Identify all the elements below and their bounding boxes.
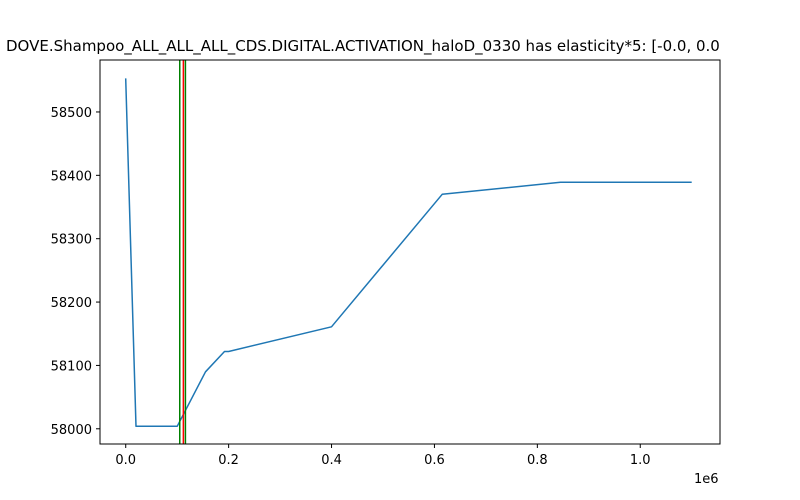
- plot-layer: [124, 60, 692, 444]
- x-tick-label: 0.0: [115, 453, 136, 468]
- x-tick-label: 0.8: [527, 453, 548, 468]
- chart-title: DOVE.Shampoo_ALL_ALL_ALL_CDS.DIGITAL.ACT…: [6, 37, 720, 55]
- y-tick-label: 58000: [51, 423, 92, 438]
- x-axis: 0.0 0.2 0.4 0.6 0.8 1.0: [115, 444, 651, 468]
- x-tick-label: 1.0: [630, 453, 651, 468]
- axes-frame: [99, 59, 721, 445]
- x-tick-label: 0.4: [321, 453, 342, 468]
- y-tick-label: 58500: [51, 106, 92, 121]
- y-axis: 58000 58100 58200 58300 58400 58500: [51, 106, 100, 438]
- x-tick-label: 0.6: [424, 453, 445, 468]
- y-tick-label: 58300: [51, 233, 92, 248]
- series-line-0: [124, 78, 692, 428]
- y-tick-label: 58100: [51, 359, 92, 374]
- y-tick-label: 58200: [51, 296, 92, 311]
- x-axis-offset-label: 1e6: [694, 472, 719, 487]
- y-tick-label: 58400: [51, 169, 92, 184]
- x-tick-label: 0.2: [218, 453, 239, 468]
